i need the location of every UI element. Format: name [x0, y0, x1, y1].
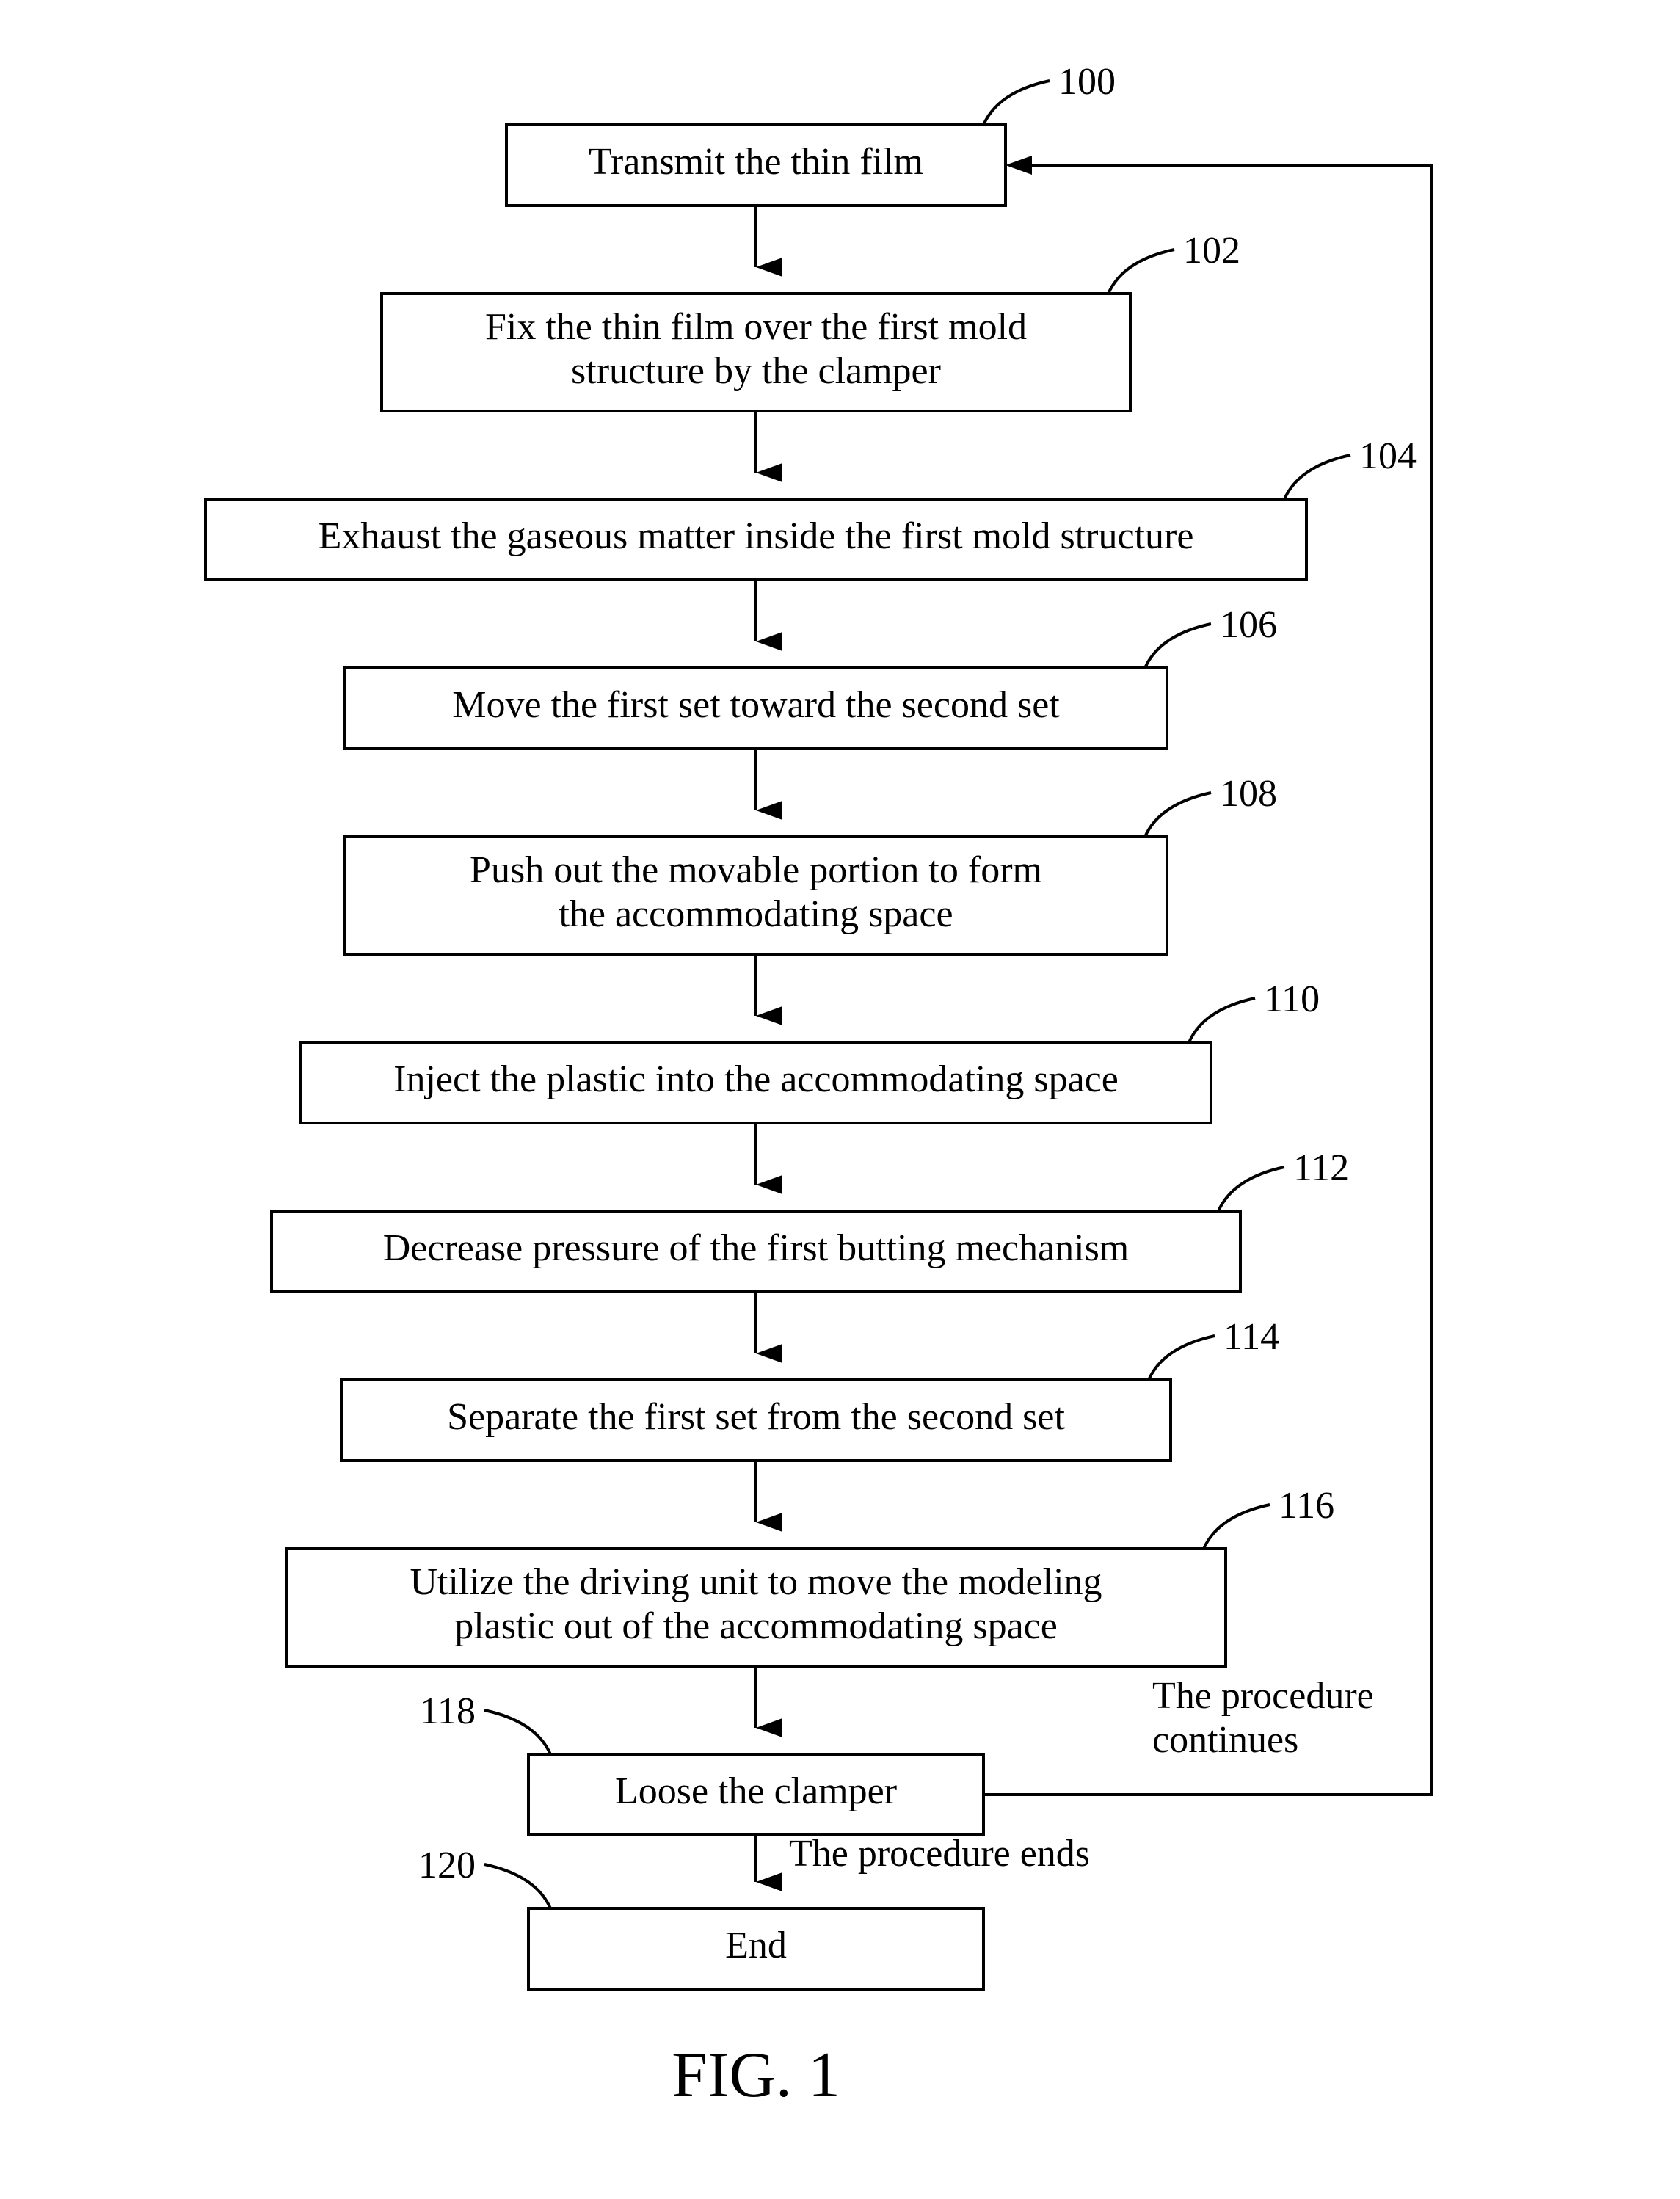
ref-label: 104 [1359, 435, 1417, 477]
annotation-continues: The procedure [1152, 1675, 1374, 1717]
node-text: the accommodating space [559, 893, 953, 935]
ref-label: 106 [1220, 604, 1277, 646]
ref-label: 100 [1058, 61, 1116, 103]
annotation-continues: continues [1152, 1719, 1298, 1761]
node-text: Move the first set toward the second set [452, 684, 1060, 726]
node-text: Separate the first set from the second s… [447, 1396, 1065, 1438]
node-text: Inject the plastic into the accommodatin… [393, 1058, 1119, 1100]
ref-label: 114 [1223, 1316, 1279, 1358]
node-text: Exhaust the gaseous matter inside the fi… [319, 515, 1194, 557]
ref-label: 108 [1220, 773, 1277, 815]
ref-label: 120 [418, 1844, 476, 1886]
ref-label: 118 [420, 1690, 476, 1732]
node-text: Loose the clamper [615, 1770, 897, 1812]
node-text: Push out the movable portion to form [470, 849, 1042, 891]
node-text: Transmit the thin film [589, 141, 923, 183]
annotation-ends: The procedure ends [789, 1833, 1090, 1875]
ref-label: 102 [1183, 230, 1240, 272]
node-text: End [725, 1924, 787, 1966]
node-text: Fix the thin film over the first mold [485, 306, 1027, 348]
ref-label: 116 [1279, 1485, 1334, 1527]
figure-label: FIG. 1 [672, 2040, 840, 2111]
ref-label: 112 [1293, 1147, 1349, 1189]
node-text: Decrease pressure of the first butting m… [383, 1227, 1130, 1269]
node-text: plastic out of the accommodating space [454, 1605, 1058, 1647]
node-text: structure by the clamper [571, 350, 941, 392]
ref-label: 110 [1264, 978, 1320, 1020]
node-text: Utilize the driving unit to move the mod… [410, 1561, 1102, 1603]
